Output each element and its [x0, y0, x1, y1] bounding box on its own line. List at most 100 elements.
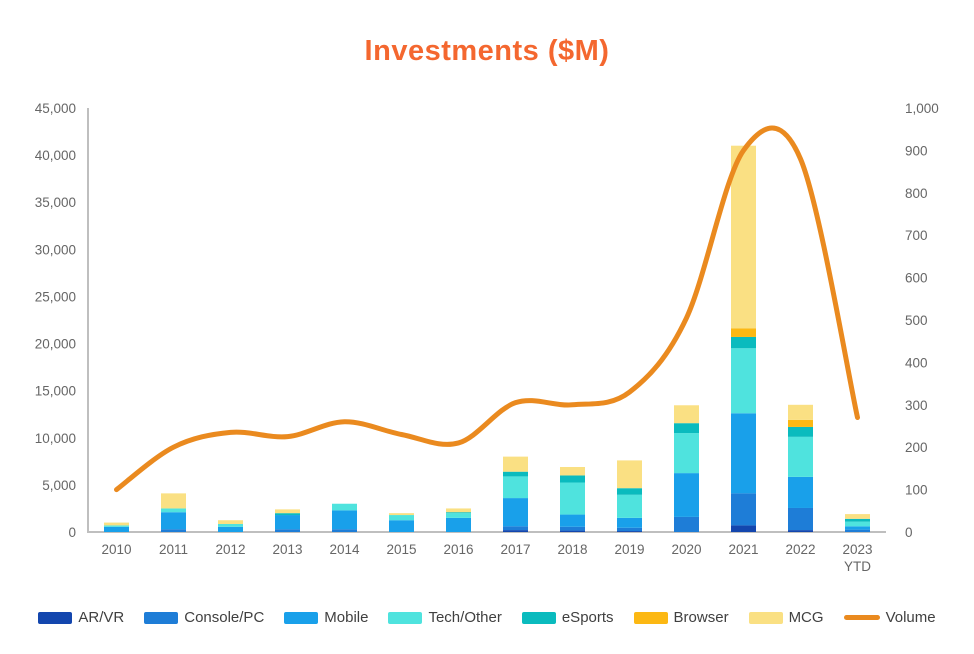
- bar-segment-2013-mobile: [275, 515, 300, 530]
- y-axis-left-tick-10000: 10,000: [35, 431, 76, 446]
- x-axis-label-2012: 2012: [215, 542, 245, 557]
- bar-segment-2013-mcg: [275, 509, 300, 514]
- bar-segment-2022-ar-vr: [788, 530, 813, 532]
- bar-segment-2023-ytd-tech-other: [845, 521, 870, 527]
- bar-segment-2019-esports: [617, 488, 642, 495]
- legend-label: Volume: [885, 609, 936, 626]
- x-axis-label-2011: 2011: [159, 542, 188, 557]
- y-axis-right-tick-0: 0: [905, 525, 913, 540]
- bar-segment-2016-tech-other: [446, 513, 471, 518]
- y-axis-right-tick-900: 900: [905, 143, 928, 158]
- bar-segment-2020-console-pc: [674, 516, 699, 532]
- bar-segment-2023-ytd-console-pc: [845, 529, 870, 532]
- bar-segment-2016-esports: [446, 512, 471, 514]
- bar-segment-2016-mobile: [446, 517, 471, 532]
- chart-title: Investments ($M): [364, 35, 610, 68]
- bar-segment-2012-mcg: [218, 520, 243, 524]
- y-axis-left-tick-35000: 35,000: [35, 195, 76, 210]
- x-axis-label-2018: 2018: [557, 542, 587, 557]
- bar-segment-2018-mobile: [560, 514, 585, 527]
- bar-segment-2015-tech-other: [389, 515, 414, 521]
- legend-label: Mobile: [324, 609, 369, 626]
- bar-segment-2017-esports: [503, 471, 528, 477]
- y-axis-left-tick-30000: 30,000: [35, 242, 76, 257]
- legend-swatch-browser: [633, 611, 668, 624]
- y-axis-left-tick-5000: 5,000: [42, 478, 76, 493]
- y-axis-right-tick-800: 800: [905, 186, 928, 201]
- legend-item-console-pc: Console/PC: [144, 609, 264, 626]
- bar-segment-2019-tech-other: [617, 494, 642, 518]
- y-axis-right-tick-500: 500: [905, 313, 928, 328]
- bar-segment-2011-console-pc: [161, 529, 186, 532]
- x-axis-label-2015: 2015: [386, 542, 416, 557]
- x-axis-label-2020: 2020: [671, 542, 701, 557]
- bar-segment-2021-tech-other: [731, 348, 756, 414]
- bar-segment-2013-console-pc: [275, 529, 300, 532]
- axis-lines: [87, 108, 886, 533]
- bar-segment-2023-ytd-mcg: [845, 514, 870, 519]
- bar-segment-2017-mobile: [503, 498, 528, 527]
- bar-segment-2023-ytd-mobile: [845, 526, 870, 530]
- legend-label: Console/PC: [184, 609, 265, 626]
- bar-segment-2021-console-pc: [731, 493, 756, 526]
- legend-item-mobile: Mobile: [284, 609, 368, 626]
- x-axis-label-2022: 2022: [785, 542, 815, 557]
- x-axis-label-2013: 2013: [272, 542, 302, 557]
- bar-segment-2010-mobile: [104, 526, 129, 532]
- y-axis-right-tick-300: 300: [905, 398, 928, 413]
- bar-segment-2021-browser: [731, 328, 756, 337]
- bar-segment-2022-mcg: [788, 404, 813, 420]
- bar-segment-2018-esports: [560, 475, 585, 483]
- bar-segment-2010-tech-other: [104, 525, 129, 527]
- legend-label: Tech/Other: [428, 609, 502, 626]
- x-axis-label-2021: 2021: [728, 542, 758, 557]
- legend-label: AR/VR: [78, 609, 125, 626]
- bar-segment-2010-mcg: [104, 522, 129, 526]
- x-axis-label-2017: 2017: [500, 542, 530, 557]
- bar-segment-2017-tech-other: [503, 476, 528, 499]
- bar-segment-2014-mobile: [332, 510, 357, 530]
- y-axis-right-tick-200: 200: [905, 440, 928, 455]
- legend-swatch-esports: [521, 611, 556, 624]
- x-axis-label-2019: 2019: [614, 542, 644, 557]
- bar-segment-2021-mobile: [731, 413, 756, 494]
- bar-segment-2020-mcg: [674, 405, 699, 424]
- bar-segment-2011-tech-other: [161, 508, 186, 513]
- legend-swatch-mcg: [748, 611, 783, 624]
- y-axis-right-tick-400: 400: [905, 355, 928, 370]
- bar-segment-2017-mcg: [503, 456, 528, 472]
- y-axis-left-tick-40000: 40,000: [35, 148, 76, 163]
- bar-segment-2022-browser: [788, 419, 813, 427]
- legend-item-esports: eSports: [521, 609, 614, 626]
- bar-segment-2019-mcg: [617, 460, 642, 489]
- y-axis-right-tick-700: 700: [905, 228, 928, 243]
- legend-line-swatch-volume: [843, 615, 880, 620]
- legend-item-ar-vr: AR/VR: [38, 609, 124, 626]
- bar-segment-2018-mcg: [560, 466, 585, 476]
- bar-segment-2015-mobile: [389, 520, 414, 532]
- chart-legend: AR/VR Console/PC Mobile Tech/Other eSports Br…: [0, 609, 974, 626]
- bar-segment-2011-mcg: [161, 493, 186, 509]
- bar-segment-2022-esports: [788, 426, 813, 437]
- bar-segment-2021-esports: [731, 336, 756, 349]
- volume-line: [114, 125, 860, 493]
- bar-segment-2012-mobile: [218, 526, 243, 532]
- bar-segment-2019-ar-vr: [617, 531, 642, 532]
- legend-label: Browser: [673, 609, 729, 626]
- bar-segment-2021-mcg: [731, 145, 756, 329]
- legend-label: eSports: [561, 609, 614, 626]
- bar-segment-2017-ar-vr: [503, 530, 528, 532]
- bar-segment-2019-mobile: [617, 517, 642, 528]
- bar-segment-2012-tech-other: [218, 523, 243, 527]
- y-axis-right-tick-100: 100: [905, 483, 928, 498]
- x-axis-label-2010: 2010: [101, 542, 131, 557]
- y-axis-right-tick-600: 600: [905, 271, 928, 286]
- legend-swatch-tech-other: [388, 611, 423, 624]
- legend-item-tech-other: Tech/Other: [388, 609, 502, 626]
- bar-segment-2020-tech-other: [674, 433, 699, 474]
- bar-segment-2016-mcg: [446, 508, 471, 513]
- y-axis-right-tick-1000: 1,000: [905, 101, 939, 116]
- bar-segment-2022-mobile: [788, 476, 813, 508]
